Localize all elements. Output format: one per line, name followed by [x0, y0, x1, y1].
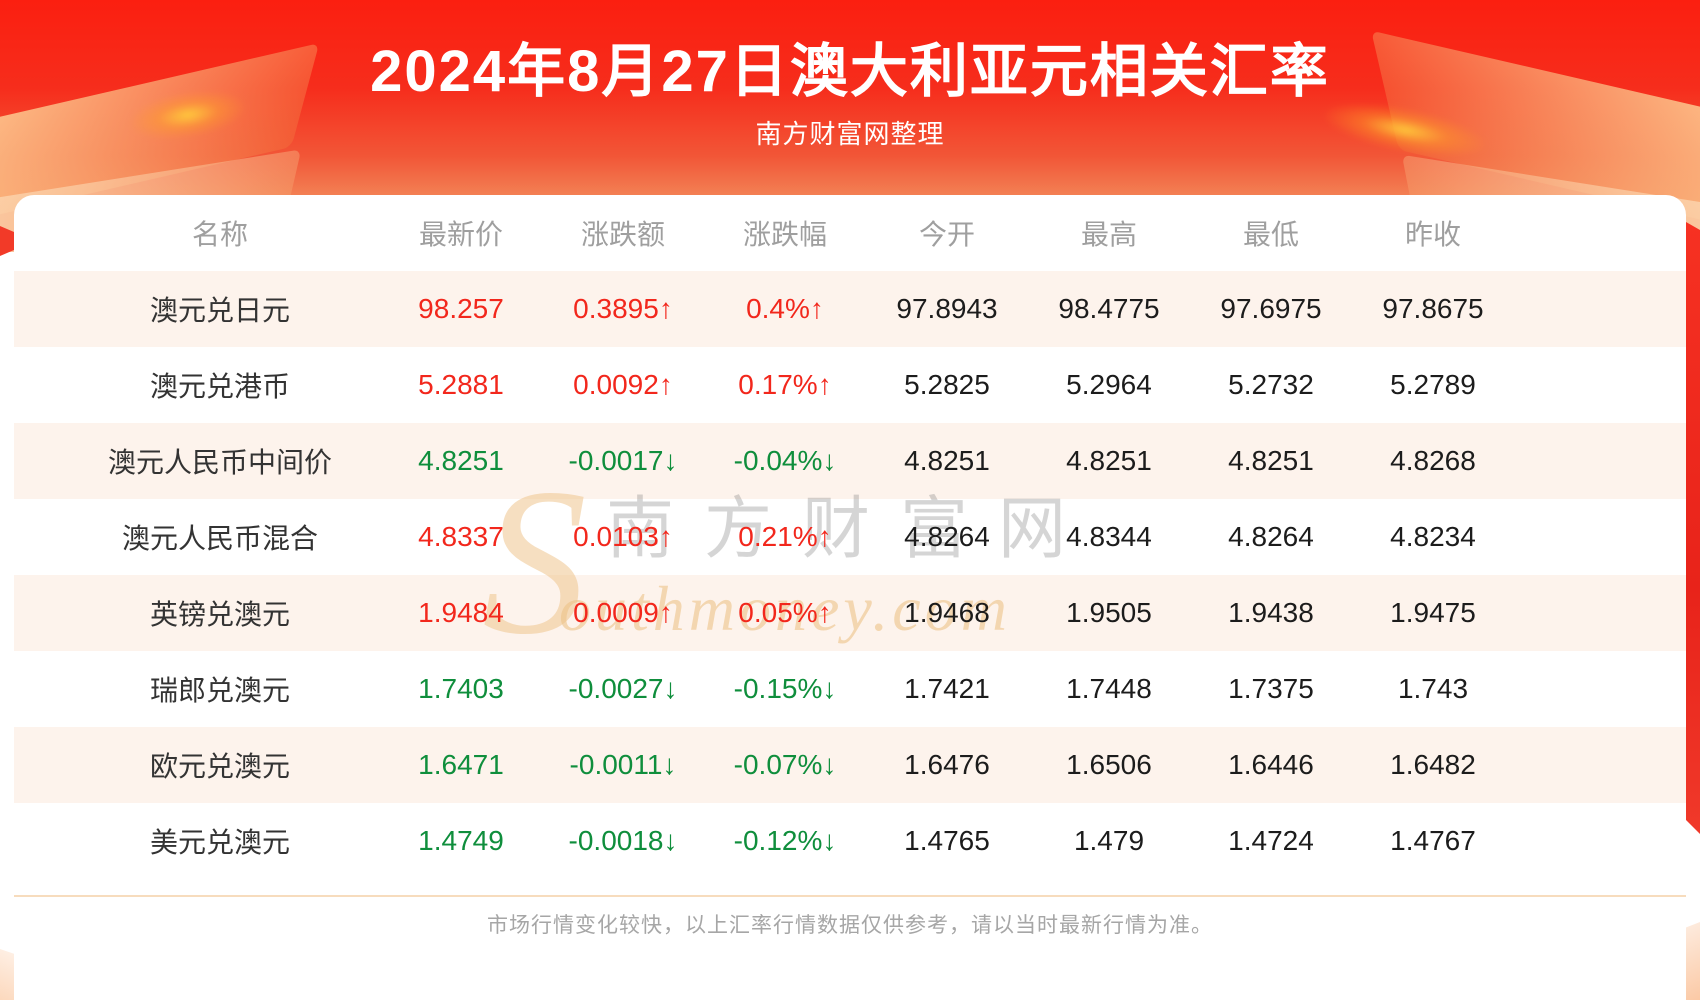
cell-last: 1.6471: [418, 749, 504, 780]
cell-low: 1.9438: [1228, 597, 1314, 628]
red-ribbon-right: [1686, 222, 1700, 834]
cell-change_pct: 0.21%↑: [738, 521, 832, 552]
cell-prev_close: 1.9475: [1390, 597, 1476, 628]
cell-open: 4.8264: [904, 521, 990, 552]
cell-change: -0.0017↓: [568, 445, 678, 476]
cell-last: 98.257: [418, 293, 504, 324]
cell-last: 5.2881: [418, 369, 504, 400]
cell-name: 欧元兑澳元: [149, 751, 290, 782]
cell-change: 0.0092↑: [573, 369, 673, 400]
cell-low: 4.8251: [1228, 445, 1314, 476]
cell-prev_close: 4.8268: [1390, 445, 1476, 476]
cell-name: 澳元兑港币: [149, 371, 290, 402]
column-header: 昨收: [1404, 219, 1461, 250]
column-header: 最高: [1080, 219, 1137, 250]
cell-prev_close: 97.8675: [1382, 293, 1484, 324]
cell-name: 澳元人民币中间价: [107, 447, 332, 478]
footer-divider: [14, 895, 1686, 897]
rates-card: 名称 最新价 涨跌额 涨跌幅 今开 最高 最低 昨收 澳元兑日元 98.257 0.3895↑ 0.…: [14, 195, 1686, 1000]
cell-change: -0.0018↓: [568, 825, 678, 856]
cell-open: 1.4765: [904, 825, 990, 856]
table-row: 欧元兑澳元 1.6471 -0.0011↓ -0.07%↓ 1.6476 1.6506 1.…: [14, 727, 1686, 803]
cell-open: 5.2825: [904, 369, 990, 400]
cell-prev_close: 1.743: [1397, 673, 1469, 704]
table-row: 澳元人民币混合 4.8337 0.0103↑ 0.21%↑ 4.8264 4.8344 4.…: [14, 499, 1686, 575]
cell-prev_close: 1.4767: [1390, 825, 1476, 856]
cell-prev_close: 5.2789: [1390, 369, 1476, 400]
cell-last: 1.9484: [418, 597, 504, 628]
cell-change: -0.0011↓: [569, 749, 677, 780]
cell-high: 1.6506: [1066, 749, 1152, 780]
cell-name: 美元兑澳元: [149, 827, 290, 858]
column-header: 今开: [918, 219, 975, 250]
cell-last: 1.4749: [418, 825, 504, 856]
table-body: 澳元兑日元 98.257 0.3895↑ 0.4%↑ 97.8943 98.4775 97.…: [14, 271, 1686, 879]
cell-high: 4.8344: [1066, 521, 1152, 552]
page-subtitle: 南方财富网整理: [755, 119, 945, 149]
disclaimer-text: 市场行情变化较快，以上汇率行情数据仅供参考，请以当时最新行情为准。: [487, 914, 1213, 937]
column-header: 最新价: [418, 219, 503, 250]
cell-low: 1.7375: [1228, 673, 1314, 704]
cell-open: 1.6476: [904, 749, 990, 780]
table-row: 澳元人民币中间价 4.8251 -0.0017↓ -0.04%↓ 4.8251 4.825…: [14, 423, 1686, 499]
cell-change: 0.0009↑: [573, 597, 673, 628]
cell-low: 4.8264: [1228, 521, 1314, 552]
cell-high: 98.4775: [1058, 293, 1160, 324]
cell-change_pct: -0.12%↓: [733, 825, 837, 856]
table-row: 澳元兑港币 5.2881 0.0092↑ 0.17%↑ 5.2825 5.2964 5.27…: [14, 347, 1686, 423]
cell-high: 4.8251: [1066, 445, 1152, 476]
cell-open: 4.8251: [904, 445, 990, 476]
cell-low: 5.2732: [1228, 369, 1314, 400]
cell-change_pct: -0.15%↓: [733, 673, 837, 704]
table-header-row: 名称 最新价 涨跌额 涨跌幅 今开 最高 最低 昨收: [14, 195, 1686, 271]
cell-name: 瑞郎兑澳元: [149, 675, 290, 706]
cell-name: 澳元人民币混合: [121, 523, 318, 554]
column-header: 涨跌额: [580, 219, 665, 250]
cell-change_pct: 0.05%↑: [738, 597, 832, 628]
column-header: 涨跌幅: [742, 219, 827, 250]
cell-high: 1.479: [1073, 825, 1145, 856]
cell-change: 0.0103↑: [573, 521, 673, 552]
cell-change: -0.0027↓: [568, 673, 678, 704]
table-row: 澳元兑日元 98.257 0.3895↑ 0.4%↑ 97.8943 98.4775 97.…: [14, 271, 1686, 347]
cell-high: 1.7448: [1066, 673, 1152, 704]
cell-change_pct: 0.4%↑: [746, 293, 824, 324]
cell-change_pct: -0.04%↓: [733, 445, 837, 476]
column-header: 最低: [1242, 219, 1299, 250]
cell-last: 1.7403: [418, 673, 504, 704]
cell-prev_close: 4.8234: [1390, 521, 1476, 552]
cell-open: 1.7421: [904, 673, 990, 704]
cell-open: 97.8943: [896, 293, 998, 324]
table-row: 英镑兑澳元 1.9484 0.0009↑ 0.05%↑ 1.9468 1.9505 1.94…: [14, 575, 1686, 651]
table-row: 瑞郎兑澳元 1.7403 -0.0027↓ -0.15%↓ 1.7421 1.7448 1.…: [14, 651, 1686, 727]
red-ribbon-left: [0, 226, 14, 256]
column-header: 名称: [191, 219, 248, 250]
cell-low: 1.6446: [1228, 749, 1314, 780]
cell-last: 4.8251: [418, 445, 504, 476]
cell-prev_close: 1.6482: [1390, 749, 1476, 780]
cell-low: 1.4724: [1228, 825, 1314, 856]
cell-name: 英镑兑澳元: [149, 599, 290, 630]
cell-name: 澳元兑日元: [149, 295, 290, 326]
page-title: 2024年8月27日澳大利亚元相关汇率: [370, 39, 1330, 104]
cell-high: 5.2964: [1066, 369, 1152, 400]
cell-last: 4.8337: [418, 521, 504, 552]
cell-change_pct: -0.07%↓: [733, 749, 837, 780]
cell-high: 1.9505: [1066, 597, 1152, 628]
cell-change: 0.3895↑: [573, 293, 673, 324]
cell-low: 97.6975: [1220, 293, 1322, 324]
cell-open: 1.9468: [904, 597, 990, 628]
cell-change_pct: 0.17%↑: [738, 369, 832, 400]
table-row: 美元兑澳元 1.4749 -0.0018↓ -0.12%↓ 1.4765 1.479 1.4…: [14, 803, 1686, 879]
